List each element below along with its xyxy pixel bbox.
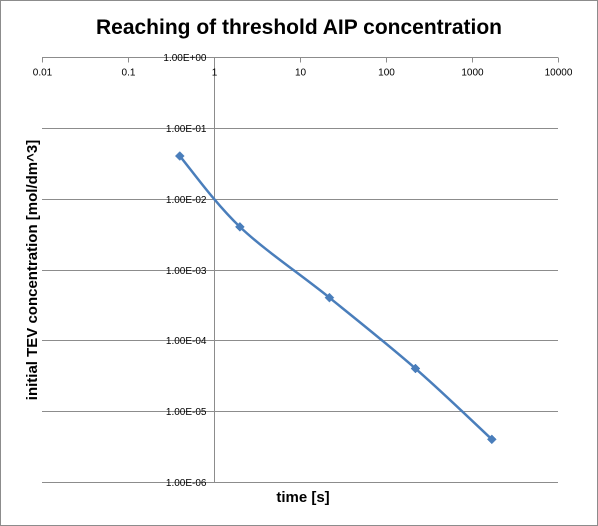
y-tick-label-2: 1.00E-02 [166, 195, 207, 206]
y-tick-label-5: 1.00E-05 [166, 407, 207, 418]
x-tick-label-1: 0.1 [122, 68, 136, 79]
chart-title: Reaching of threshold AIP concentration [96, 16, 502, 39]
x-tick-label-0: 0.01 [33, 68, 53, 79]
y-tick-label-6: 1.00E-06 [166, 478, 207, 489]
data-point-0 [174, 151, 185, 161]
series-layer [174, 151, 497, 445]
x-tick-labels: 0.01 0.1 1 10 100 1000 10000 [33, 68, 573, 79]
data-point-1 [235, 222, 245, 232]
x-tick-label-4: 100 [378, 68, 395, 79]
x-tick-label-3: 10 [295, 68, 307, 79]
y-tick-label-3: 1.00E-03 [166, 266, 207, 277]
y-axis-label: initial TEV concentration [mol/dm^3] [24, 140, 41, 400]
data-point-3 [410, 363, 421, 374]
x-tick-label-5: 1000 [461, 68, 484, 79]
x-axis-label: time [s] [276, 489, 329, 506]
series-line-0 [178, 155, 493, 441]
gridlines [42, 128, 558, 483]
y-tick-labels: 1.00E+00 1.00E-01 1.00E-02 1.00E-03 1.00E-04… [163, 53, 207, 489]
data-point-4 [486, 434, 497, 445]
y-tick-label-1: 1.00E-01 [166, 124, 207, 135]
x-tick-label-6: 10000 [545, 68, 573, 79]
y-tick-label-4: 1.00E-04 [166, 336, 207, 347]
data-point-2 [324, 292, 335, 303]
x-tick-label-2: 1 [212, 68, 218, 79]
axes [42, 57, 559, 483]
y-tick-label-0: 1.00E+00 [163, 53, 207, 64]
